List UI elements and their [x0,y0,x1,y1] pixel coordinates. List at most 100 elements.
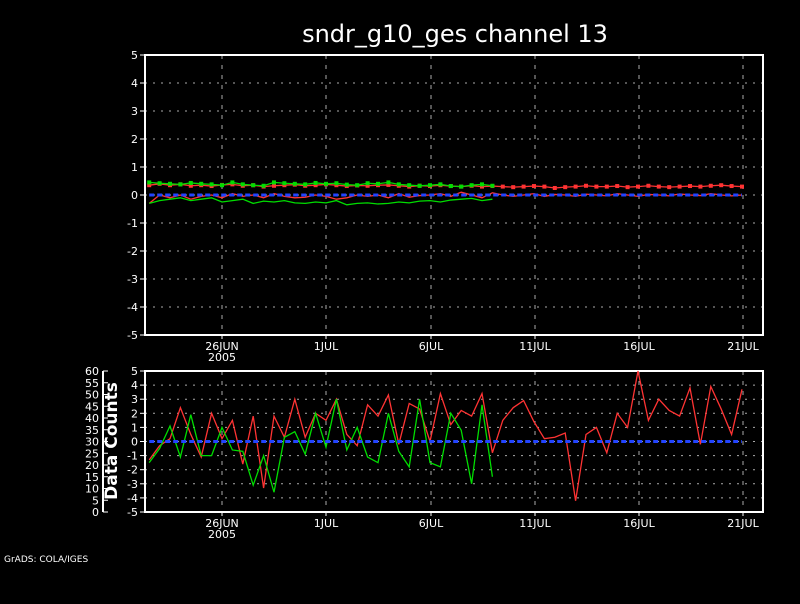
data-point-green [428,183,432,188]
data-point-green [386,180,391,185]
data-point-red [636,184,640,189]
y-tick-label: -5 [127,506,138,519]
data-point-red [511,185,516,190]
data-point-red [677,184,682,189]
y-tick-label: -2 [127,464,138,477]
data-point-green [157,181,162,186]
data-point-green [199,181,204,186]
series-line-red [149,183,743,189]
data-point-green [188,180,193,185]
y-tick-label: -1 [127,217,138,230]
data-point-red [656,184,661,189]
data-point-green [168,181,172,186]
data-point-red [500,184,505,189]
data-point-red [646,183,651,188]
data-point-red [625,185,630,190]
y-tick-label: 1 [131,421,138,434]
data-point-green [480,182,484,187]
x-tick-year: 2005 [208,351,236,364]
y-tick-label: -1 [127,450,138,463]
counts-tick-label: 25 [85,447,99,460]
counts-tick-label: 40 [85,412,99,425]
x-tick-label: 16JUL [623,517,655,530]
y-tick-label: -3 [127,273,138,286]
data-point-green [344,182,349,187]
y-tick-label: 4 [131,379,138,392]
data-point-green [240,182,245,187]
counts-tick-label: 15 [85,471,99,484]
data-point-green [313,180,318,185]
data-point-green [376,181,380,186]
series-line-green [148,399,494,493]
data-point-green [303,182,308,187]
data-point-red [386,182,391,187]
counts-tick-label: 30 [85,436,99,449]
y-tick-label: -5 [127,329,138,342]
counts-tick-label: 20 [85,459,99,472]
counts-tick-label: 0 [92,506,99,519]
data-point-red [698,184,703,189]
y-tick-label: -2 [127,245,138,258]
data-point-green [292,181,297,186]
y-tick-label: -4 [127,301,138,314]
data-point-green [438,182,443,187]
counts-tick-label: 45 [85,400,99,413]
x-tick-label: 1JUL [314,340,339,353]
y-tick-label: -4 [127,492,138,505]
data-point-red [584,183,588,188]
data-point-green [459,184,464,189]
y-tick-label: 5 [131,49,138,62]
data-point-red [365,183,370,188]
x-tick-label: 11JUL [519,340,551,353]
counts-axis-label: Data Counts [102,382,122,500]
data-point-green [396,182,401,187]
footer-credit: GrADS: COLA/IGES [4,555,88,565]
counts-tick-label: 10 [85,483,99,496]
x-tick-label: 6JUL [419,517,444,530]
y-tick-label: 2 [131,407,138,420]
data-point-red [729,184,734,189]
data-point-green [469,183,474,188]
data-point-green [365,181,370,186]
data-point-red [708,183,713,188]
y-tick-label: 1 [131,161,138,174]
data-point-green [251,183,256,188]
data-point-green [220,183,224,188]
y-tick-label: 4 [131,77,138,90]
y-tick-label: 0 [131,189,138,202]
data-point-green [209,182,214,187]
data-point-green [261,183,266,188]
data-point-red [147,183,152,188]
series-line-green [149,197,493,206]
data-point-green [282,181,287,186]
data-point-green [417,183,422,188]
data-point-green [407,183,412,188]
x-tick-label: 16JUL [623,340,655,353]
data-point-red [604,184,609,189]
data-point-green [230,180,235,185]
data-point-red [552,186,557,190]
counts-tick-label: 35 [85,424,99,437]
y-tick-label: 5 [131,365,138,378]
data-point-red [272,183,276,188]
x-tick-label: 26JUN [205,517,239,530]
data-point-green [272,180,276,185]
x-tick-label: 21JUL [727,517,759,530]
data-point-red [740,184,744,189]
y-tick-label: -3 [127,478,138,491]
data-point-green [355,183,360,188]
x-tick-year: 2005 [208,528,236,541]
data-point-red [594,184,599,189]
y-tick-label: 3 [131,393,138,406]
top-panel: -5 -4 -3 -2 -1 0 1 2 3 4 5 26JUN 1JUL 6JUL 11JUL 16JUL 2… [127,49,764,364]
x-tick-label: 11JUL [519,517,551,530]
x-tick-label: 26JUN [205,340,239,353]
data-point-green [147,180,152,185]
x-tick-label: 21JUL [727,340,759,353]
counts-tick-label: 50 [85,389,99,402]
data-point-green [324,181,328,186]
data-point-red [573,184,578,189]
counts-tick-label: 5 [92,494,99,507]
y-tick-label: 0 [131,436,138,449]
